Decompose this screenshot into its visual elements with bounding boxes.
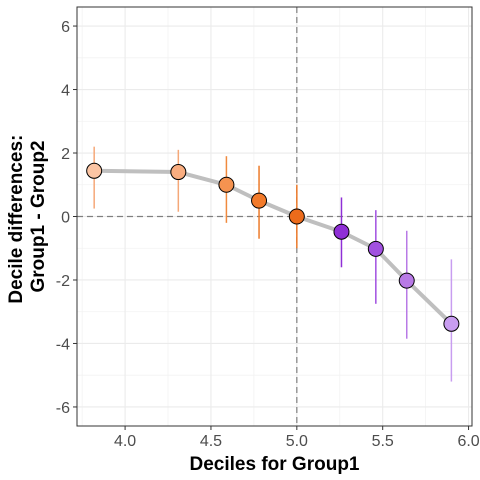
point-decile-8	[398, 272, 415, 289]
x-tick-label: 4.5	[200, 433, 222, 450]
error-bars	[93, 146, 453, 382]
point-decile-7	[367, 240, 384, 257]
x-tick-labels: 4.0 4.5 5.0 5.5 6.0	[114, 433, 480, 450]
x-tick-label: 5.5	[372, 433, 394, 450]
y-tick-label: 0	[61, 210, 70, 227]
connector-line	[92, 168, 454, 326]
point-decile-4	[251, 192, 268, 209]
y-tick-labels: -6 -4 -2 0 2 4 6	[56, 19, 70, 417]
reference-lines	[77, 7, 472, 426]
y-axis-title-line-1: Decile differences:	[6, 135, 27, 304]
y-axis-title-line-2: Group1 - Group2	[28, 141, 49, 293]
point-decile-6	[333, 223, 350, 240]
decile-points	[86, 162, 460, 332]
point-decile-3	[218, 176, 235, 193]
y-tick-label: -4	[56, 336, 70, 353]
x-axis-title: Deciles for Group1	[190, 454, 360, 475]
point-decile-1	[86, 162, 103, 179]
y-tick-label: 2	[61, 146, 70, 163]
axis-ticks	[73, 25, 470, 430]
point-decile-2	[170, 164, 187, 181]
y-tick-label: 4	[61, 83, 70, 100]
connector-polyline	[92, 168, 454, 326]
point-decile-9	[443, 315, 460, 332]
x-tick-label: 5.0	[286, 433, 308, 450]
point-decile-5	[288, 208, 305, 225]
x-tick-label: 6.0	[457, 433, 479, 450]
y-tick-label: 6	[61, 19, 70, 36]
y-tick-label: -6	[56, 400, 70, 417]
y-axis-title: Decile differences: Group1 - Group2	[6, 129, 49, 303]
x-tick-label: 4.0	[114, 433, 136, 450]
y-tick-label: -2	[56, 273, 70, 290]
